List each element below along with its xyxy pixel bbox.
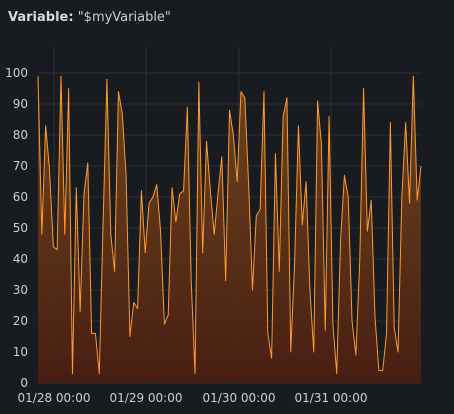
variable-label: Variable: bbox=[8, 10, 74, 25]
y-tick-label: 70 bbox=[13, 159, 28, 173]
x-tick-label: 01/31 00:00 bbox=[295, 391, 368, 405]
y-tick-label: 30 bbox=[13, 283, 28, 297]
variable-value: "$myVariable" bbox=[77, 10, 171, 25]
panel-title[interactable]: Variable: "$myVariable" bbox=[8, 9, 171, 27]
y-tick-label: 40 bbox=[13, 252, 28, 266]
y-tick-label: 90 bbox=[13, 97, 28, 111]
y-tick-label: 100 bbox=[5, 66, 28, 80]
y-tick-label: 0 bbox=[20, 376, 28, 390]
y-tick-label: 20 bbox=[13, 314, 28, 328]
y-tick-label: 50 bbox=[13, 221, 28, 235]
x-tick-label: 01/29 00:00 bbox=[110, 391, 183, 405]
x-tick-label: 01/30 00:00 bbox=[203, 391, 276, 405]
x-tick-label: 01/28 00:00 bbox=[18, 391, 91, 405]
series-line bbox=[37, 75, 422, 375]
y-tick-label: 60 bbox=[13, 190, 28, 204]
y-tick-label: 10 bbox=[13, 345, 28, 359]
y-tick-label: 80 bbox=[13, 128, 28, 142]
